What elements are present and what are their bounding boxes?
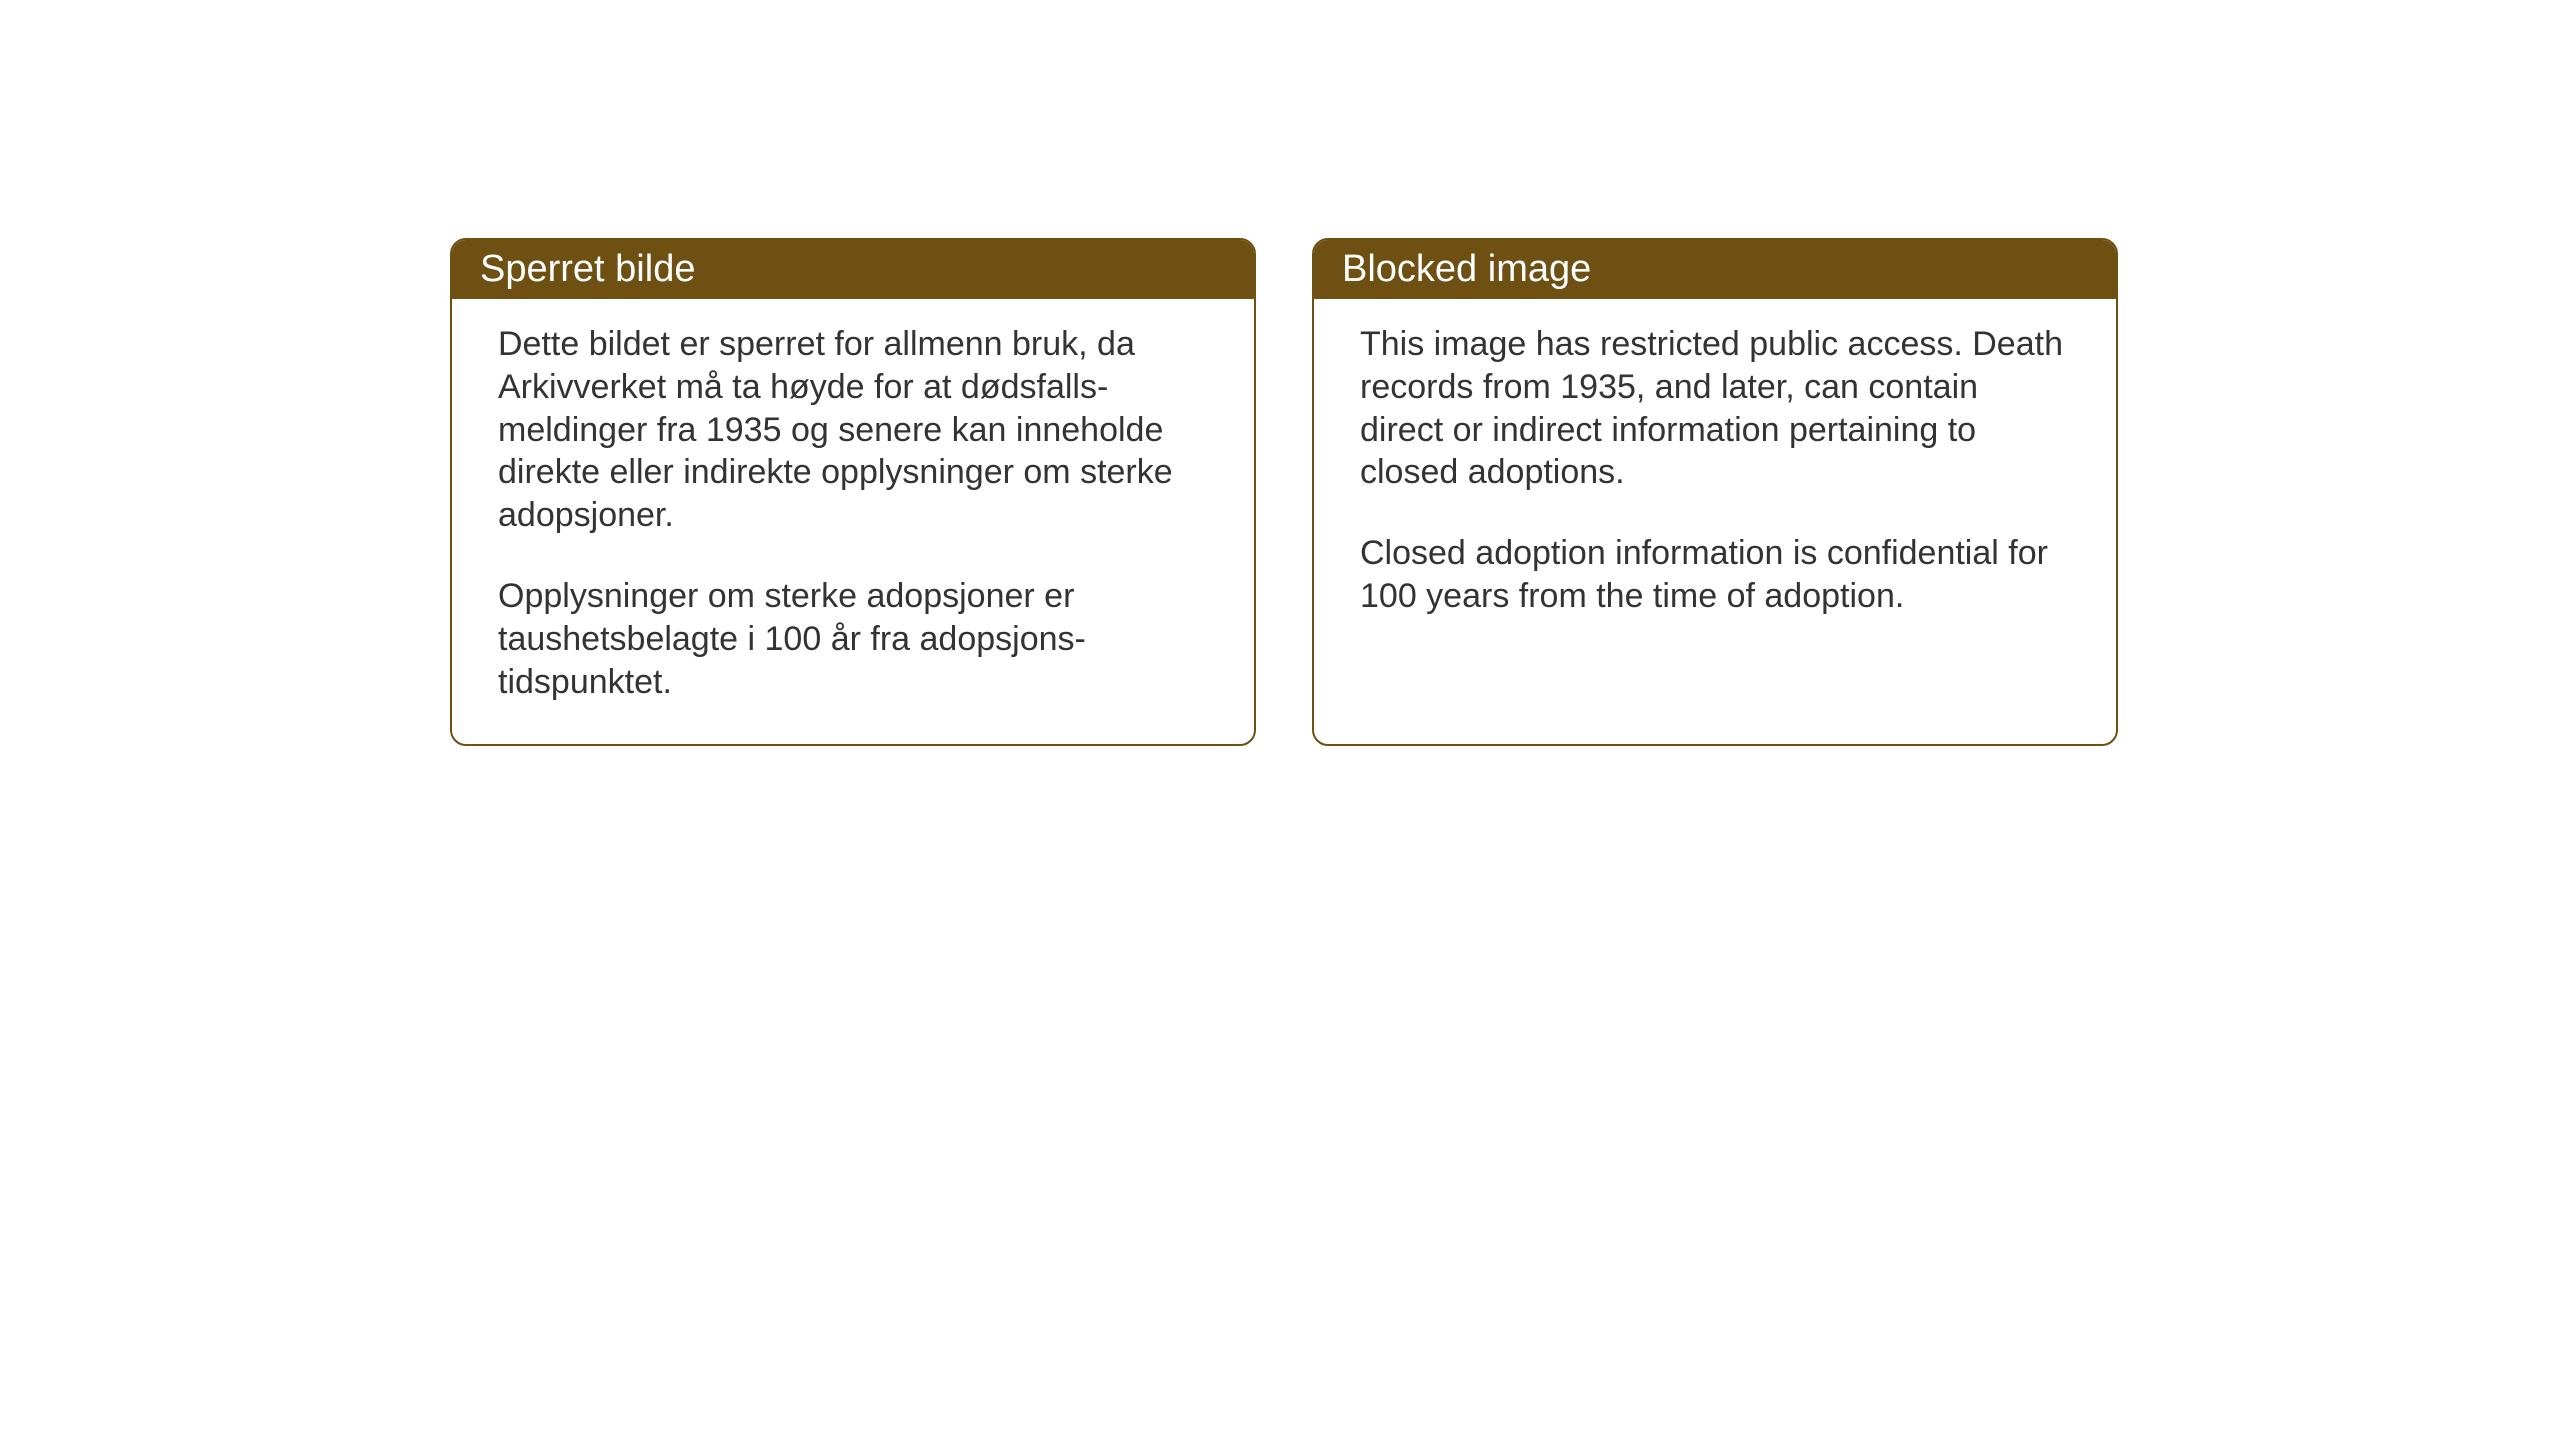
- notice-body-norwegian: Dette bildet er sperret for allmenn bruk…: [452, 299, 1254, 744]
- notice-paragraph: Closed adoption information is confident…: [1360, 532, 2070, 618]
- notice-title-english: Blocked image: [1314, 240, 2116, 299]
- notice-box-norwegian: Sperret bilde Dette bildet er sperret fo…: [450, 238, 1256, 746]
- notice-title-norwegian: Sperret bilde: [452, 240, 1254, 299]
- notice-body-english: This image has restricted public access.…: [1314, 299, 2116, 658]
- notice-paragraph: This image has restricted public access.…: [1360, 323, 2070, 494]
- notice-box-english: Blocked image This image has restricted …: [1312, 238, 2118, 746]
- notice-paragraph: Dette bildet er sperret for allmenn bruk…: [498, 323, 1208, 537]
- notice-paragraph: Opplysninger om sterke adopsjoner er tau…: [498, 575, 1208, 703]
- notice-container: Sperret bilde Dette bildet er sperret fo…: [450, 238, 2118, 746]
